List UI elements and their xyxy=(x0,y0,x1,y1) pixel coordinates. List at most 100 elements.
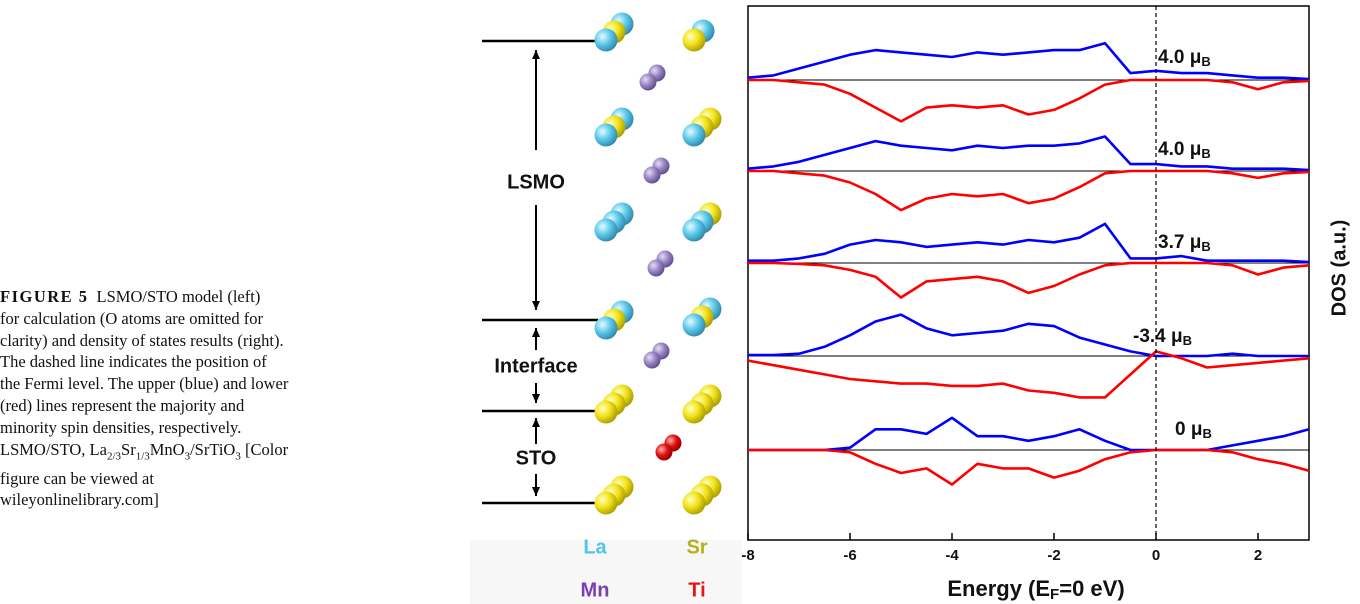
atom-legend-label: La xyxy=(583,536,607,558)
caption-text: [Color xyxy=(240,439,289,459)
caption-text: Sr xyxy=(121,439,136,459)
caption-label: FIGURE 5 xyxy=(0,287,89,306)
caption: FIGURE 5 LSMO/STO model (left) for calcula… xyxy=(0,286,450,511)
atom xyxy=(594,218,618,242)
caption-text: LSMO/STO, La xyxy=(0,439,107,459)
caption-line: (red) lines represent the majority and xyxy=(0,395,450,417)
atom-legend-label: Mn xyxy=(581,579,610,601)
atom xyxy=(643,166,661,184)
atom xyxy=(682,313,706,337)
moment-value: 0 μ xyxy=(1175,419,1202,440)
x-tick-label: 0 xyxy=(1152,547,1160,564)
caption-subscript: 1/3 xyxy=(135,449,150,462)
arrow-head xyxy=(532,301,540,310)
x-tick-label: -4 xyxy=(945,547,959,564)
arrow-head xyxy=(532,418,540,427)
moment-subscript: B xyxy=(1201,239,1210,254)
caption-line: the Fermi level. The upper (blue) and lo… xyxy=(0,373,450,395)
caption-text: MnO xyxy=(149,439,185,459)
atom-legend-label: Sr xyxy=(686,536,707,558)
x-axis-label: Energy (EF=0 eV) xyxy=(947,576,1124,603)
caption-text: the Fermi level. The upper (blue) and lo… xyxy=(0,374,289,394)
atom xyxy=(594,28,618,52)
caption-text: figure can be viewed at xyxy=(0,468,154,488)
atom xyxy=(639,73,657,91)
moment-subscript: B xyxy=(1201,146,1210,161)
atom xyxy=(682,28,706,52)
arrow-head xyxy=(532,394,540,403)
caption-line: FIGURE 5 LSMO/STO model (left) xyxy=(0,286,450,308)
caption-text: (red) lines represent the majority and xyxy=(0,395,245,415)
moment-subscript: B xyxy=(1201,54,1210,69)
caption-line: LSMO/STO, La2/3Sr1/3MnO3/SrTiO3 [Color xyxy=(0,439,450,468)
moment-value: -3.4 μ xyxy=(1133,326,1183,347)
x-tick-label: -6 xyxy=(843,547,856,564)
atom xyxy=(594,491,618,515)
caption-line: for calculation (O atoms are omitted for xyxy=(0,308,450,330)
atom xyxy=(682,400,706,424)
dos-line xyxy=(747,41,1310,81)
plot-frame xyxy=(747,5,1310,541)
caption-subscript: 3 xyxy=(184,449,191,462)
dos-line xyxy=(748,313,1309,358)
moment-subscript: B xyxy=(1202,426,1211,441)
legend-background xyxy=(470,540,742,604)
region-label: Interface xyxy=(494,355,577,377)
arrow-head xyxy=(532,487,540,496)
caption-text: The dashed line indicates the position o… xyxy=(0,352,267,372)
region-label: LSMO xyxy=(507,171,565,193)
atom-legend-label: Ti xyxy=(688,579,705,601)
moment-value: 3.7 μ xyxy=(1158,232,1201,253)
dos-line xyxy=(748,416,1310,452)
dos-line xyxy=(748,78,1310,123)
caption-line: figure can be viewed at xyxy=(0,468,450,490)
x-axis-label-part: =0 eV) xyxy=(1059,576,1124,601)
atom xyxy=(594,400,618,424)
x-tick-label: -8 xyxy=(741,547,754,564)
dos-line xyxy=(748,448,1310,486)
moment-value: 4.0 μ xyxy=(1158,47,1201,68)
moment-label: 4.0 μB xyxy=(1158,47,1211,69)
x-tick-label: 2 xyxy=(1254,547,1262,564)
caption-line: clarity) and density of states results (… xyxy=(0,330,450,352)
moment-label: 3.7 μB xyxy=(1158,232,1211,254)
dos-line xyxy=(747,350,1310,399)
y-axis-label: DOS (a.u.) xyxy=(1328,220,1350,317)
atom xyxy=(647,259,665,277)
atom xyxy=(682,218,706,242)
caption-text: /SrTiO xyxy=(190,439,236,459)
atom xyxy=(594,123,618,147)
caption-text: wileyonlinelibrary.com] xyxy=(0,490,159,510)
dos-line xyxy=(748,169,1310,212)
caption-line: wileyonlinelibrary.com] xyxy=(0,489,450,511)
caption-line: The dashed line indicates the position o… xyxy=(0,351,450,373)
x-axis-label-part: Energy (E xyxy=(947,576,1050,601)
moment-label: 0 μB xyxy=(1175,419,1212,441)
x-tick-label: -2 xyxy=(1047,547,1060,564)
x-axis-label-subscript: F xyxy=(1050,586,1059,603)
moment-label: -3.4 μB xyxy=(1133,326,1192,348)
moment-subscript: B xyxy=(1183,333,1192,348)
atom xyxy=(682,491,706,515)
caption-line: minority spin densities, respectively. xyxy=(0,417,450,439)
atom xyxy=(655,443,673,461)
arrow-head xyxy=(532,328,540,337)
region-label: STO xyxy=(516,447,557,469)
atom xyxy=(643,351,661,369)
atom xyxy=(594,316,618,340)
arrow-head xyxy=(532,50,540,59)
moment-value: 4.0 μ xyxy=(1158,139,1201,160)
caption-text: LSMO/STO model (left) xyxy=(96,287,261,306)
moment-label: 4.0 μB xyxy=(1158,139,1211,161)
caption-text: for calculation (O atoms are omitted for xyxy=(0,308,263,328)
atom xyxy=(682,123,706,147)
caption-subscript: 3 xyxy=(235,449,241,462)
caption-subscript: 2/3 xyxy=(106,449,122,462)
dos-line xyxy=(747,135,1310,172)
caption-text: clarity) and density of states results (… xyxy=(0,330,284,350)
dos-line xyxy=(748,261,1310,299)
dos-line xyxy=(748,222,1310,264)
caption-text: minority spin densities, respectively. xyxy=(0,417,242,437)
